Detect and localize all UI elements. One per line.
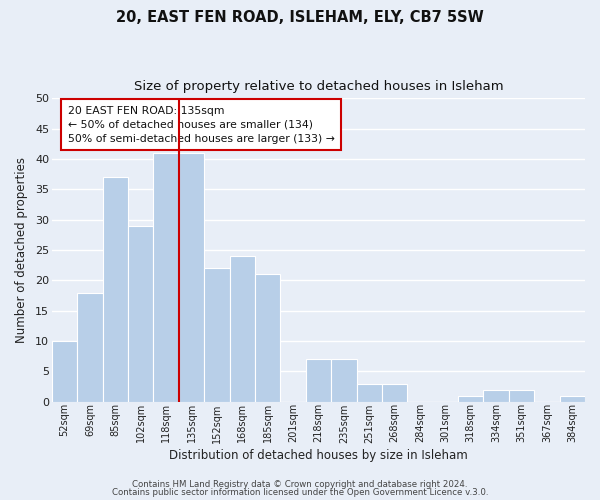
Bar [52,341,77,402]
Bar [458,396,484,402]
Bar [230,256,255,402]
Text: 20, EAST FEN ROAD, ISLEHAM, ELY, CB7 5SW: 20, EAST FEN ROAD, ISLEHAM, ELY, CB7 5SW [116,10,484,25]
Text: Contains public sector information licensed under the Open Government Licence v.: Contains public sector information licen… [112,488,488,497]
Y-axis label: Number of detached properties: Number of detached properties [15,157,28,343]
Bar [306,360,331,402]
Bar [484,390,509,402]
Bar [204,268,230,402]
Bar [128,226,154,402]
Bar [509,390,534,402]
Bar [560,396,585,402]
Bar [331,360,356,402]
Bar [356,384,382,402]
Bar [103,177,128,402]
Text: 20 EAST FEN ROAD: 135sqm
← 50% of detached houses are smaller (134)
50% of semi-: 20 EAST FEN ROAD: 135sqm ← 50% of detach… [68,106,335,144]
Text: Contains HM Land Registry data © Crown copyright and database right 2024.: Contains HM Land Registry data © Crown c… [132,480,468,489]
Bar [382,384,407,402]
Bar [154,153,179,402]
Bar [255,274,280,402]
X-axis label: Distribution of detached houses by size in Isleham: Distribution of detached houses by size … [169,450,468,462]
Title: Size of property relative to detached houses in Isleham: Size of property relative to detached ho… [134,80,503,93]
Bar [77,292,103,402]
Bar [179,153,204,402]
